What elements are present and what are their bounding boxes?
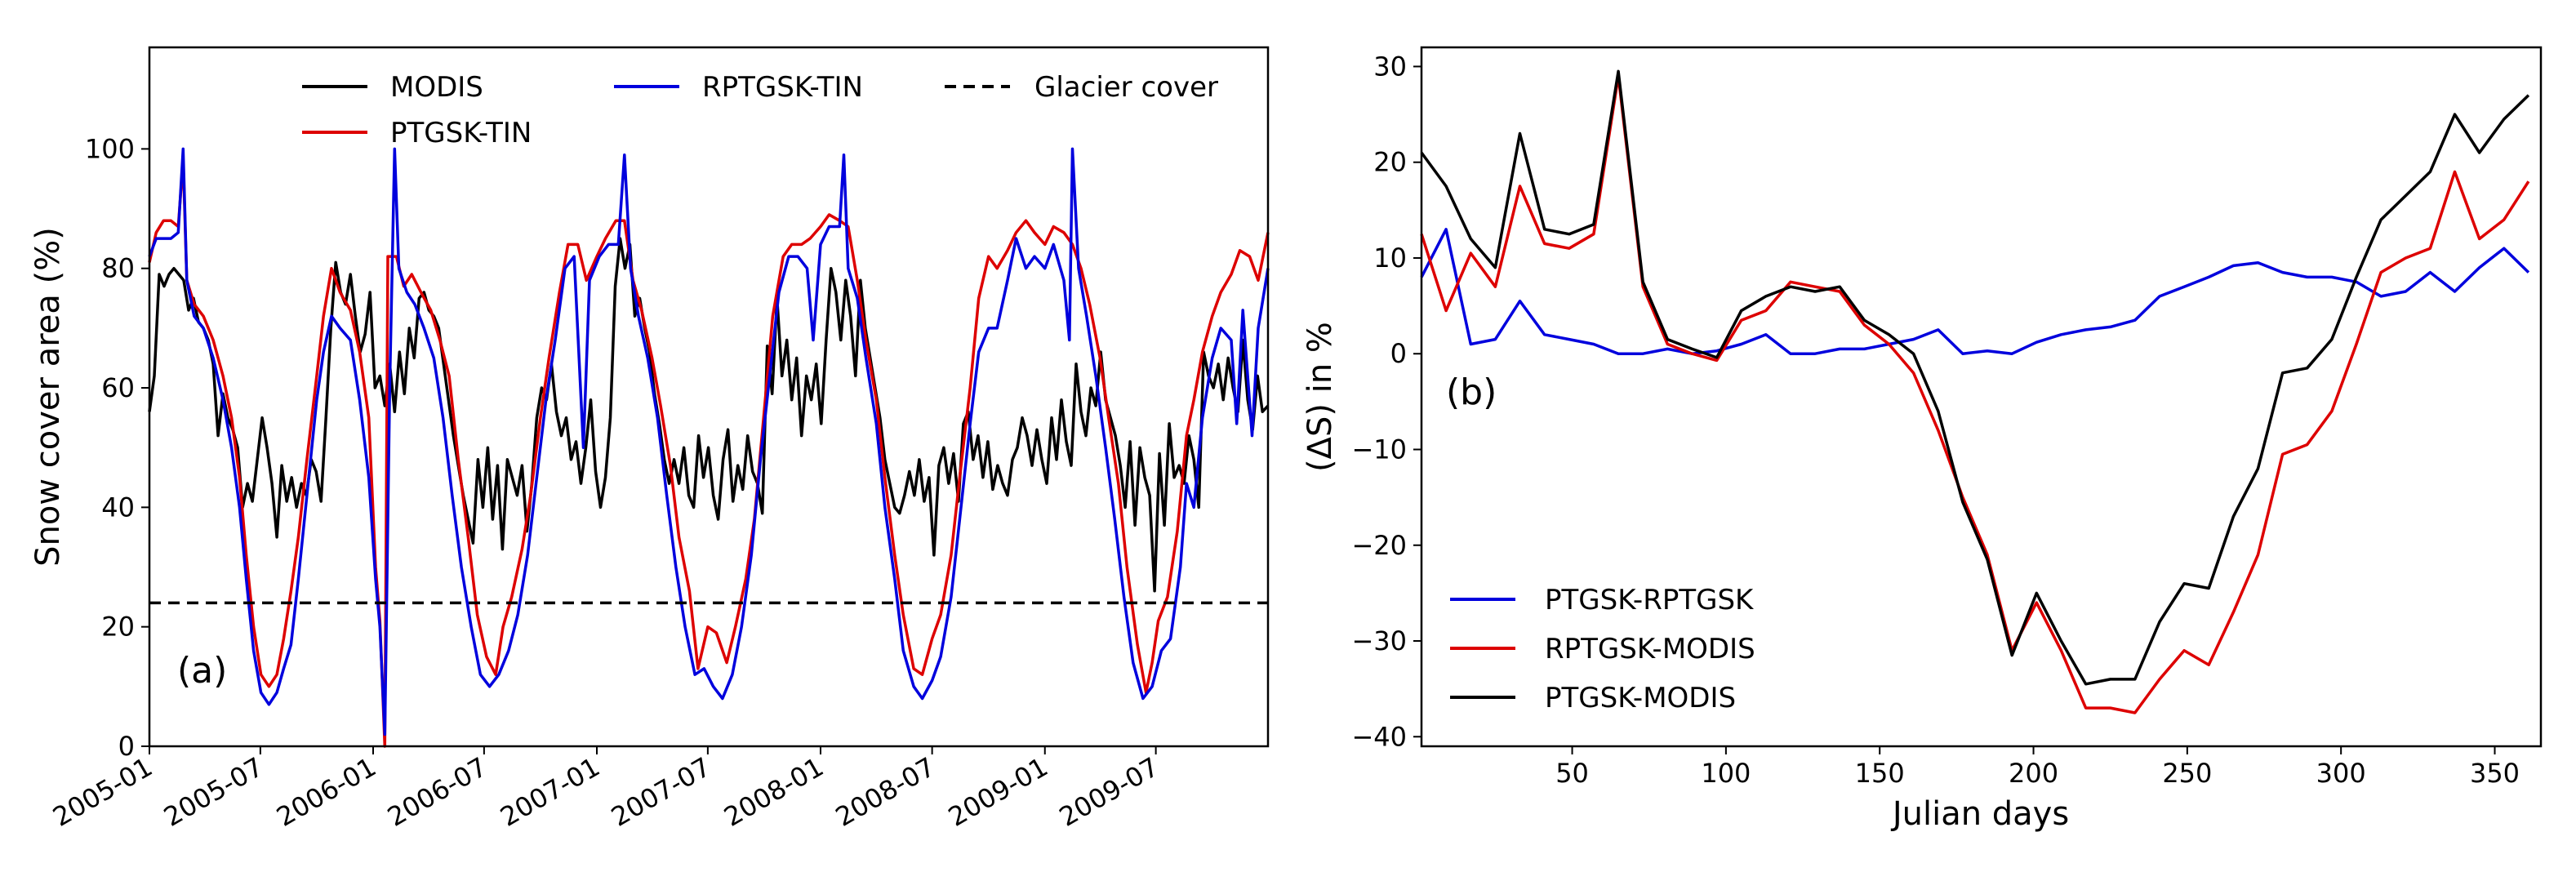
panel-b-xtick-label: 50 [1555, 758, 1589, 789]
legend-label-ptgsk-rptgsk: PTGSK-RPTGSK [1545, 584, 1755, 616]
panel-a-ytick-label: 100 [85, 133, 135, 164]
series-line-rptgsk-tin [148, 147, 1270, 736]
panel-b-ytick-label: 0 [1390, 338, 1407, 369]
panel-a-data-layer [148, 147, 1270, 748]
panel-a-ytick-label: 80 [101, 253, 135, 284]
panel-b-xtick-label: 350 [2470, 758, 2520, 789]
legend-label-rptgsk-modis: RPTGSK-MODIS [1545, 633, 1755, 665]
panel-b-ytick-label: 20 [1373, 147, 1407, 178]
panel-b-xtick-label: 150 [1855, 758, 1905, 789]
panel-a-frame [148, 46, 1270, 748]
panel-b-xlabel: Julian days [1890, 795, 2069, 833]
panel-a-ytick-label: 60 [101, 372, 135, 403]
panel-b-frame [1420, 46, 2543, 748]
legend-label-glacier-cover: Glacier cover [1034, 71, 1218, 104]
panel-b-xtick-label: 100 [1701, 758, 1751, 789]
panel-a-label: (a) [177, 650, 227, 692]
legend-label-ptgsk-modis: PTGSK-MODIS [1545, 682, 1736, 714]
panel-b-ticks: −40 −30 −20 −10 0 10 20 30 50 100 150 200 250 300 350 [1351, 51, 2520, 789]
series-line-ptgsk-modis [1420, 69, 2530, 686]
panel-a-ytick-label: 40 [101, 492, 135, 523]
panel-b-xtick-label: 250 [2162, 758, 2212, 789]
panel-b-ytick-label: −10 [1351, 434, 1407, 465]
series-line-ptgsk-rptgsk [1420, 228, 2530, 355]
panel-b-ytick-label: −30 [1351, 625, 1407, 656]
panel-a-ytick-label: 0 [118, 731, 135, 762]
panel-b-label: (b) [1446, 372, 1497, 413]
panel-b-ytick-label: 30 [1373, 51, 1407, 82]
panel-b-ytick-label: −20 [1351, 530, 1407, 561]
panel-b-ytick-label: −40 [1351, 721, 1407, 752]
panel-b-ylabel: (ΔS) in % [1301, 322, 1339, 472]
legend-label-modis: MODIS [390, 71, 483, 104]
panel-b-legend: PTGSK-RPTGSK RPTGSK-MODIS PTGSK-MODIS [1450, 584, 1755, 714]
panel-b-data-layer [1420, 69, 2530, 714]
legend-label-ptgsk-tin: PTGSK-TIN [390, 117, 532, 149]
series-line-modis [148, 237, 1270, 593]
panel-a-ylabel: Snow cover area (%) [29, 227, 67, 567]
panel-b-xtick-label: 200 [2009, 758, 2058, 789]
panel-a-legend: MODIS PTGSK-TIN RPTGSK-TIN Glacier cover [302, 71, 1218, 149]
panel-b-xtick-label: 300 [2316, 758, 2366, 789]
panel-a-ytick-label: 20 [101, 612, 135, 643]
panel-b-ytick-label: 10 [1373, 242, 1407, 274]
legend-label-rptgsk-tin: RPTGSK-TIN [702, 71, 863, 104]
